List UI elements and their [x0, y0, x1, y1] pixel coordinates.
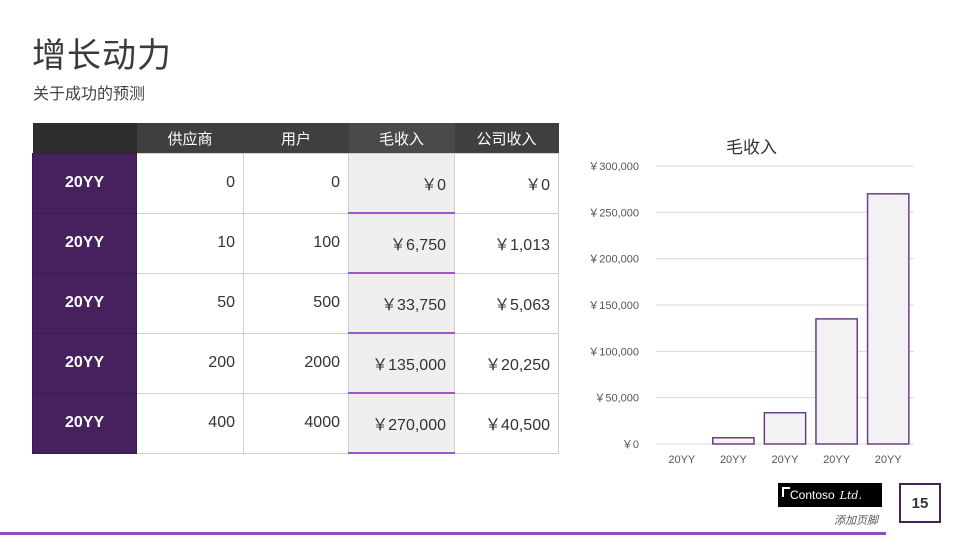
- cell-users: 4000: [243, 392, 349, 454]
- cell-gross: ￥270,000: [348, 392, 455, 454]
- table-header-users: 用户: [243, 123, 349, 154]
- footer-text[interactable]: 添加页脚: [834, 515, 878, 527]
- x-tick-label: 20YY: [823, 454, 851, 466]
- cell-users: 2000: [243, 332, 349, 394]
- row-year: 20YY: [32, 272, 137, 334]
- table-row: 20YY 50 500 ￥33,750 ￥5,063: [32, 272, 559, 334]
- cell-suppliers: 400: [136, 392, 244, 454]
- cell-suppliers: 200: [136, 332, 244, 394]
- table-header-suppliers: 供应商: [136, 123, 244, 154]
- table-row: 20YY 400 4000 ￥270,000 ￥40,500: [32, 392, 559, 454]
- data-table: 供应商 用户 毛收入 公司收入 20YY 0 0 ￥0 ￥0 20YY 10 1…: [32, 123, 559, 454]
- cell-gross: ￥0: [348, 153, 455, 214]
- y-tick-label: ￥0: [622, 439, 639, 451]
- x-tick-label: 20YY: [772, 454, 800, 466]
- x-tick-label: 20YY: [720, 454, 748, 466]
- cell-company: ￥5,063: [454, 272, 559, 334]
- bottom-line-gap: [886, 532, 960, 540]
- cell-company: ￥40,500: [454, 392, 559, 454]
- cell-users: 100: [243, 212, 349, 274]
- bar: [712, 436, 755, 445]
- logo-corner-mark: [782, 487, 790, 497]
- row-year: 20YY: [32, 332, 137, 394]
- cell-company: ￥1,013: [454, 212, 559, 274]
- gross-revenue-chart: ￥0 ￥50,000 ￥100,000 ￥150,000 ￥200,000 ￥250,00…: [588, 161, 914, 466]
- chart-title: 毛收入: [726, 138, 777, 157]
- page-number: 15: [899, 483, 941, 523]
- row-year: 20YY: [32, 212, 137, 274]
- y-tick-label: ￥150,000: [588, 300, 639, 312]
- cell-suppliers: 0: [136, 153, 244, 214]
- cell-users: 0: [243, 153, 349, 214]
- y-tick-label: ￥50,000: [594, 393, 639, 405]
- cell-suppliers: 10: [136, 212, 244, 274]
- y-tick-label: ￥300,000: [588, 161, 639, 173]
- cell-company: ￥0: [454, 153, 559, 214]
- table-row: 20YY 0 0 ￥0 ￥0: [32, 153, 559, 214]
- logo-brand: Contoso: [790, 488, 835, 502]
- row-year: 20YY: [32, 392, 137, 454]
- slide-subtitle: 关于成功的预测: [33, 86, 146, 103]
- table-header-row: 供应商 用户 毛收入 公司收入: [32, 123, 559, 154]
- x-tick-label: 20YY: [668, 454, 696, 466]
- cell-company: ￥20,250: [454, 332, 559, 394]
- y-tick-label: ￥100,000: [588, 346, 639, 358]
- slide-title: 增长动力: [32, 37, 172, 75]
- table-header-gross: 毛收入: [348, 123, 455, 154]
- logo-suffix: Ltd.: [839, 488, 862, 502]
- table-row: 20YY 10 100 ￥6,750 ￥1,013: [32, 212, 559, 274]
- cell-gross: ￥6,750: [348, 212, 455, 274]
- company-logo: Contoso Ltd.: [778, 483, 882, 507]
- bar: [763, 411, 807, 445]
- table-row: 20YY 200 2000 ￥135,000 ￥20,250: [32, 332, 559, 394]
- table-header-corner: [32, 123, 137, 154]
- cell-suppliers: 50: [136, 272, 244, 334]
- cell-users: 500: [243, 272, 349, 334]
- x-tick-label: 20YY: [875, 454, 903, 466]
- bar: [866, 193, 910, 445]
- bottom-accent-line: [0, 532, 960, 535]
- cell-gross: ￥135,000: [348, 332, 455, 394]
- table-header-company: 公司收入: [454, 123, 559, 154]
- y-tick-label: ￥250,000: [588, 207, 639, 219]
- bar: [815, 318, 858, 445]
- y-tick-label: ￥200,000: [588, 254, 639, 266]
- row-year: 20YY: [32, 153, 137, 214]
- cell-gross: ￥33,750: [348, 272, 455, 334]
